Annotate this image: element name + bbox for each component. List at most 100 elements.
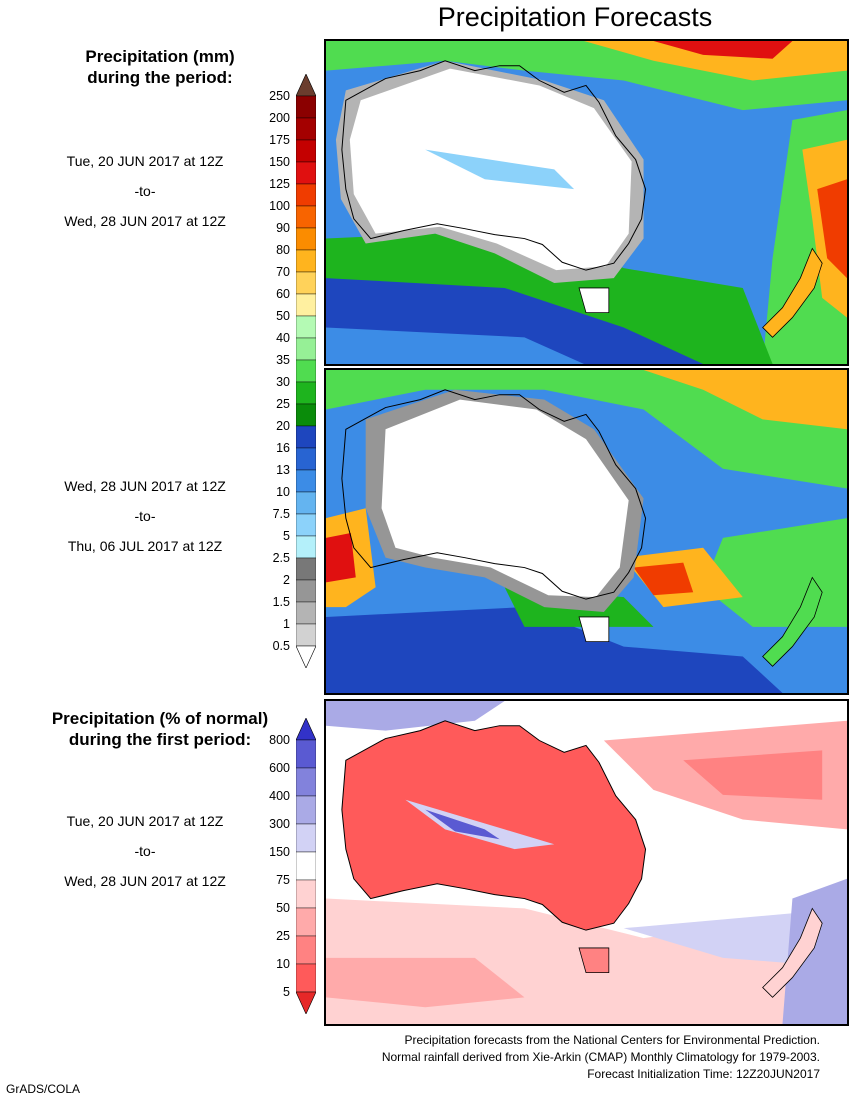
amount-colorbar-tick-label: 20 [276, 419, 290, 433]
amount-colorbar-tick-label: 70 [276, 265, 290, 279]
amount-colorbar-swatch [295, 447, 317, 471]
amount-colorbar-tick-label: 80 [276, 243, 290, 257]
period1-start: Tue, 20 JUN 2017 at 12Z [66, 153, 224, 169]
amount-colorbar-swatch [295, 249, 317, 273]
precip-map-1 [326, 41, 847, 364]
map-panel-period1-amount [324, 39, 849, 366]
pct-colorbar-tick-label: 150 [269, 845, 290, 859]
period1-sep: -to- [134, 183, 156, 199]
amount-colorbar-swatch [295, 425, 317, 449]
amount-colorbar-tick-label: 125 [269, 177, 290, 191]
credit: GrADS/COLA [6, 1082, 81, 1096]
amount-colorbar-swatch [295, 535, 317, 559]
amount-colorbar-swatch [295, 183, 317, 207]
amount-colorbar-swatch [295, 601, 317, 625]
amount-colorbar-tick-label: 16 [276, 441, 290, 455]
precip-map-2 [326, 370, 847, 693]
period2-start: Wed, 28 JUN 2017 at 12Z [64, 478, 226, 494]
amount-header-line2: during the period: [87, 68, 233, 87]
footer-line1: Precipitation forecasts from the Nationa… [404, 1033, 820, 1047]
pct-colorbar-swatch [295, 823, 317, 853]
amount-colorbar-tick-label: 7.5 [272, 507, 290, 521]
amount-colorbar-swatch [295, 139, 317, 163]
amount-colorbar-tick-label: 30 [276, 375, 290, 389]
amount-colorbar-swatch [295, 315, 317, 339]
amount-colorbar-top-arrow [295, 73, 317, 97]
amount-colorbar-swatch [295, 205, 317, 229]
footer-line2: Normal rainfall derived from Xie-Arkin (… [381, 1050, 820, 1064]
amount-colorbar-tick-label: 175 [269, 133, 290, 147]
period3-sep: -to- [134, 843, 156, 859]
pct-colorbar [295, 717, 317, 1015]
pct-colorbar-tick-label: 25 [276, 929, 290, 943]
pct-colorbar-swatch [295, 851, 317, 881]
pct-colorbar-swatch [295, 739, 317, 769]
period2-end: Thu, 06 JUL 2017 at 12Z [67, 538, 223, 554]
pct-normal-map [326, 701, 847, 1024]
pct-colorbar-swatch [295, 935, 317, 965]
pct-colorbar-tick-label: 10 [276, 957, 290, 971]
amount-colorbar-tick-label: 1.5 [272, 595, 290, 609]
amount-colorbar-tick-label: 60 [276, 287, 290, 301]
footer-notes: Precipitation forecasts from the Nationa… [382, 1032, 820, 1083]
amount-colorbar-tick-label: 250 [269, 89, 290, 103]
amount-colorbar-tick-label: 10 [276, 485, 290, 499]
period3-end: Wed, 28 JUN 2017 at 12Z [64, 873, 226, 889]
amount-colorbar-tick-label: 13 [276, 463, 290, 477]
amount-colorbar-tick-label: 100 [269, 199, 290, 213]
amount-colorbar-swatch [295, 227, 317, 251]
pct-colorbar-bottom-arrow [295, 991, 317, 1015]
amount-colorbar-tick-label: 2 [283, 573, 290, 587]
map-panel-period1-pct [324, 699, 849, 1026]
pct-colorbar-tick-label: 5 [283, 985, 290, 999]
amount-colorbar-swatch [295, 337, 317, 361]
amount-colorbar-swatch [295, 271, 317, 295]
amount-colorbar [295, 73, 317, 669]
amount-colorbar-swatch [295, 161, 317, 185]
amount-colorbar-tick-label: 1 [283, 617, 290, 631]
pct-colorbar-tick-label: 800 [269, 733, 290, 747]
amount-colorbar-tick-label: 50 [276, 309, 290, 323]
amount-colorbar-swatch [295, 469, 317, 493]
amount-colorbar-tick-label: 35 [276, 353, 290, 367]
pct-colorbar-top-arrow [295, 717, 317, 741]
amount-colorbar-tick-label: 25 [276, 397, 290, 411]
pct-colorbar-swatch [295, 907, 317, 937]
amount-colorbar-swatch [295, 491, 317, 515]
amount-colorbar-tick-label: 0.5 [272, 639, 290, 653]
pct-colorbar-tick-label: 75 [276, 873, 290, 887]
period1-end: Wed, 28 JUN 2017 at 12Z [64, 213, 226, 229]
pct-colorbar-tick-label: 300 [269, 817, 290, 831]
amount-colorbar-swatch [295, 513, 317, 537]
period2-sep: -to- [134, 508, 156, 524]
page-title: Precipitation Forecasts [437, 2, 713, 32]
pct-colorbar-swatch [295, 795, 317, 825]
map-panel-period2-amount [324, 368, 849, 695]
pct-colorbar-swatch [295, 879, 317, 909]
period3-start: Tue, 20 JUN 2017 at 12Z [66, 813, 224, 829]
pct-header-line1: Precipitation (% of normal) [51, 709, 269, 728]
pct-colorbar-swatch [295, 963, 317, 993]
pct-header: Precipitation (% of normal) during the f… [20, 708, 300, 750]
amount-colorbar-tick-label: 2.5 [272, 551, 290, 565]
amount-header: Precipitation (mm) during the period: [20, 46, 300, 88]
amount-colorbar-swatch [295, 623, 317, 647]
amount-colorbar-tick-label: 150 [269, 155, 290, 169]
amount-colorbar-swatch [295, 359, 317, 383]
pct-colorbar-tick-label: 600 [269, 761, 290, 775]
footer-line3: Forecast Initialization Time: 12Z20JUN20… [587, 1067, 820, 1081]
amount-colorbar-swatch [295, 117, 317, 141]
amount-colorbar-tick-label: 40 [276, 331, 290, 345]
amount-colorbar-tick-label: 90 [276, 221, 290, 235]
pct-colorbar-swatch [295, 767, 317, 797]
amount-colorbar-swatch [295, 403, 317, 427]
pct-colorbar-tick-label: 400 [269, 789, 290, 803]
amount-colorbar-swatch [295, 579, 317, 603]
amount-colorbar-bottom-arrow [295, 645, 317, 669]
amount-colorbar-graphic [295, 73, 317, 669]
amount-header-line1: Precipitation (mm) [85, 47, 235, 66]
amount-colorbar-swatch [295, 557, 317, 581]
amount-colorbar-tick-label: 200 [269, 111, 290, 125]
amount-colorbar-tick-label: 5 [283, 529, 290, 543]
amount-colorbar-swatch [295, 381, 317, 405]
